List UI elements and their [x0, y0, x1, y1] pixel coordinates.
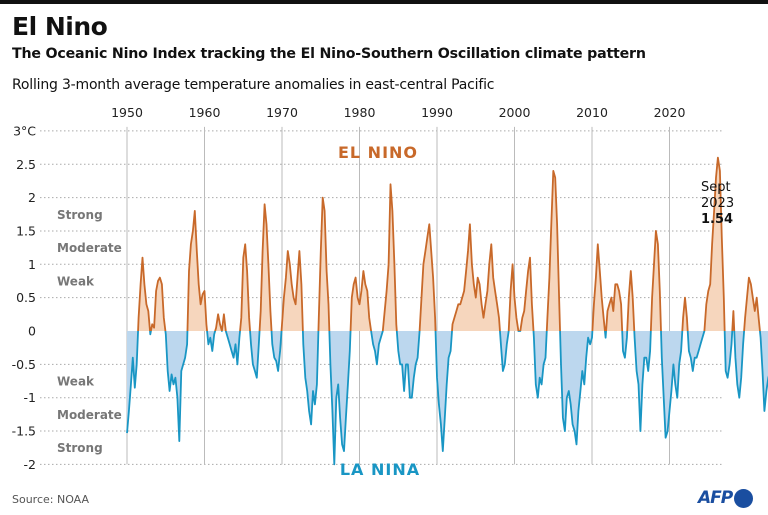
- y-tick-label: 3°C: [13, 123, 36, 138]
- la-nina-line: [126, 331, 768, 466]
- page-subtitle: The Oceanic Nino Index tracking the El N…: [12, 46, 646, 62]
- x-axis-ticks: 1950 1960 1970 1980 1990 2000 2010 2020: [111, 105, 685, 120]
- y-tick-label: 2.5: [16, 157, 36, 172]
- y-tick-label: -2: [24, 457, 36, 472]
- la-nina-area: [127, 331, 768, 465]
- y-tick-label: -1.5: [12, 424, 36, 439]
- annotation-value: 1.54: [701, 212, 733, 227]
- x-tick-label: 1960: [189, 105, 221, 120]
- intensity-band-label: Strong: [57, 441, 103, 455]
- y-tick-label: 1: [28, 257, 36, 272]
- y-tick-label: -1: [24, 390, 36, 405]
- y-tick-label: 0: [28, 324, 36, 339]
- y-tick-label: 2: [28, 190, 36, 205]
- y-axis-ticks: -2 -1.5 -1 -0.5 0 0.5 1 1.5 2 2.5 3°C: [12, 123, 37, 472]
- x-tick-label: 2020: [654, 105, 686, 120]
- afp-logo-dot-icon: [734, 488, 754, 508]
- intensity-bands: Weak Moderate Strong Weak Moderate Strong: [57, 208, 122, 455]
- intensity-band-label: Weak: [57, 375, 95, 389]
- afp-logo: AFP: [698, 488, 754, 508]
- intensity-band-label: Moderate: [57, 241, 122, 255]
- y-tick-label: -0.5: [12, 357, 36, 372]
- annotation-month: Sept: [701, 180, 731, 195]
- afp-logo-text: AFP: [698, 488, 733, 508]
- decade-lines: [126, 126, 670, 465]
- x-tick-label: 1990: [421, 105, 453, 120]
- el-nino-line: [137, 156, 761, 331]
- source-note: Source: NOAA: [12, 493, 90, 506]
- y-tick-label: 0.5: [16, 290, 36, 305]
- intensity-band-label: Strong: [57, 208, 103, 222]
- y-tick-label: 1.5: [16, 223, 36, 238]
- intensity-band-label: Moderate: [57, 408, 122, 422]
- x-tick-label: 1950: [111, 105, 143, 120]
- el-nino-label: EL NINO: [338, 143, 418, 162]
- x-tick-label: 2010: [576, 105, 608, 120]
- x-tick-label: 2000: [499, 105, 531, 120]
- page-title: El Nino: [12, 12, 108, 41]
- annotation-year: 2023: [701, 196, 734, 211]
- top-rule: [0, 0, 768, 4]
- la-nina-label: LA NINA: [340, 460, 420, 479]
- x-tick-label: 1980: [344, 105, 376, 120]
- x-tick-label: 1970: [266, 105, 298, 120]
- chart-description: Rolling 3-month average temperature anom…: [12, 77, 495, 93]
- intensity-band-label: Weak: [57, 274, 95, 288]
- el-nino-area: [127, 157, 768, 331]
